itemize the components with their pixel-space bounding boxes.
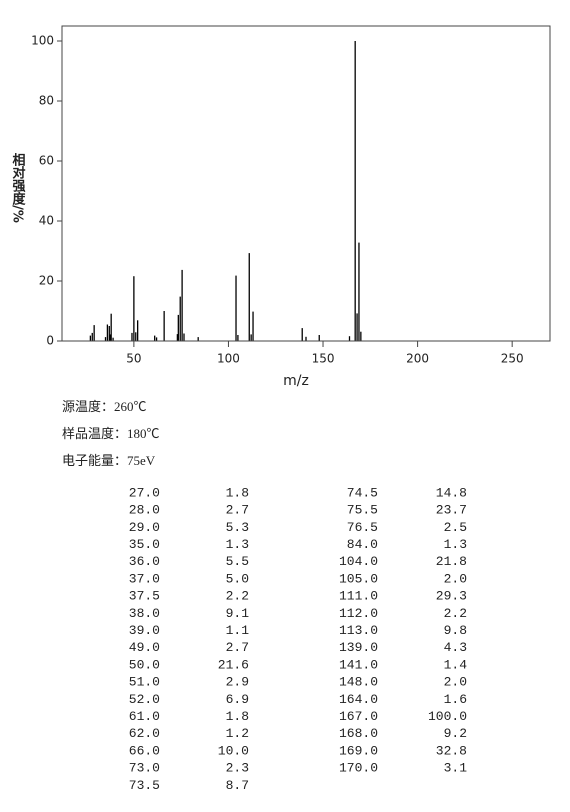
- intensity-cell: 2.7: [226, 640, 249, 655]
- intensity-cell: 2.2: [226, 589, 249, 604]
- intensity-cell: 21.6: [218, 657, 249, 672]
- mz-cell: 35.0: [129, 537, 160, 552]
- mz-cell: 164.0: [339, 692, 378, 707]
- intensity-cell: 23.7: [436, 503, 467, 518]
- mz-cell: 27.0: [129, 485, 160, 500]
- x-tick-label: 200: [406, 352, 429, 366]
- intensity-cell: 6.9: [226, 692, 249, 707]
- intensity-cell: 1.2: [226, 726, 249, 741]
- mz-cell: 49.0: [129, 640, 160, 655]
- mz-cell: 167.0: [339, 709, 378, 724]
- intensity-cell: 10.0: [218, 743, 249, 758]
- mz-cell: 113.0: [339, 623, 378, 638]
- mz-cell: 73.0: [129, 761, 160, 776]
- mz-cell: 37.5: [129, 589, 160, 604]
- mz-cell: 75.5: [347, 503, 378, 518]
- intensity-cell: 2.5: [444, 520, 467, 535]
- y-tick-label: 80: [39, 94, 54, 108]
- y-axis-label: 相对强度/%: [10, 153, 26, 223]
- intensity-cell: 100.0: [428, 709, 467, 724]
- plot-frame: [61, 25, 551, 342]
- intensity-cell: 2.0: [444, 675, 467, 690]
- intensity-cell: 2.0: [444, 571, 467, 586]
- mz-cell: 84.0: [347, 537, 378, 552]
- intensity-cell: 1.1: [226, 623, 250, 638]
- mz-cell: 76.5: [347, 520, 378, 535]
- mz-cell: 73.5: [129, 778, 160, 793]
- mz-cell: 111.0: [339, 589, 378, 604]
- mz-cell: 29.0: [129, 520, 160, 535]
- condition: 源温度：260℃: [62, 399, 147, 414]
- condition: 样品温度：180℃: [62, 426, 160, 441]
- intensity-cell: 2.9: [226, 675, 249, 690]
- x-tick-label: 100: [217, 352, 240, 366]
- mz-cell: 104.0: [339, 554, 378, 569]
- intensity-cell: 5.5: [226, 554, 249, 569]
- mz-cell: 169.0: [339, 743, 378, 758]
- mz-cell: 148.0: [339, 675, 378, 690]
- intensity-cell: 14.8: [436, 485, 467, 500]
- intensity-cell: 1.8: [226, 709, 249, 724]
- x-tick-label: 150: [312, 352, 335, 366]
- mz-cell: 52.0: [129, 692, 160, 707]
- condition: 电子能量：75eV: [62, 453, 156, 468]
- mz-cell: 37.0: [129, 571, 160, 586]
- mz-cell: 139.0: [339, 640, 378, 655]
- intensity-cell: 4.3: [444, 640, 467, 655]
- intensity-cell: 1.3: [444, 537, 467, 552]
- mz-cell: 168.0: [339, 726, 378, 741]
- mz-cell: 66.0: [129, 743, 160, 758]
- intensity-cell: 1.4: [444, 657, 468, 672]
- intensity-cell: 29.3: [436, 589, 467, 604]
- mz-cell: 62.0: [129, 726, 160, 741]
- mz-cell: 39.0: [129, 623, 160, 638]
- intensity-cell: 5.3: [226, 520, 249, 535]
- x-tick-label: 50: [126, 352, 141, 366]
- mz-cell: 170.0: [339, 761, 378, 776]
- mz-cell: 28.0: [129, 503, 160, 518]
- intensity-cell: 1.3: [226, 537, 249, 552]
- y-tick-label: 60: [39, 154, 54, 168]
- mz-cell: 50.0: [129, 657, 160, 672]
- intensity-cell: 21.8: [436, 554, 467, 569]
- mz-cell: 141.0: [339, 657, 378, 672]
- intensity-cell: 1.6: [444, 692, 467, 707]
- intensity-cell: 32.8: [436, 743, 467, 758]
- intensity-cell: 3.1: [444, 761, 468, 776]
- intensity-cell: 2.7: [226, 503, 249, 518]
- mz-cell: 51.0: [129, 675, 160, 690]
- intensity-cell: 8.7: [226, 778, 249, 793]
- y-tick-label: 100: [31, 34, 54, 48]
- intensity-cell: 2.2: [444, 606, 467, 621]
- mz-cell: 36.0: [129, 554, 160, 569]
- x-axis-label: m/z: [283, 373, 309, 389]
- y-tick-label: 0: [46, 334, 54, 348]
- mz-cell: 105.0: [339, 571, 378, 586]
- intensity-cell: 9.2: [444, 726, 467, 741]
- intensity-cell: 2.3: [226, 761, 249, 776]
- y-tick-label: 40: [39, 214, 54, 228]
- y-tick-label: 20: [39, 274, 54, 288]
- intensity-cell: 9.8: [444, 623, 467, 638]
- intensity-cell: 9.1: [226, 606, 250, 621]
- mz-cell: 112.0: [339, 606, 378, 621]
- intensity-cell: 1.8: [226, 485, 249, 500]
- intensity-cell: 5.0: [226, 571, 249, 586]
- mz-cell: 61.0: [129, 709, 160, 724]
- mz-cell: 74.5: [347, 485, 378, 500]
- x-tick-label: 250: [501, 352, 524, 366]
- mz-cell: 38.0: [129, 606, 160, 621]
